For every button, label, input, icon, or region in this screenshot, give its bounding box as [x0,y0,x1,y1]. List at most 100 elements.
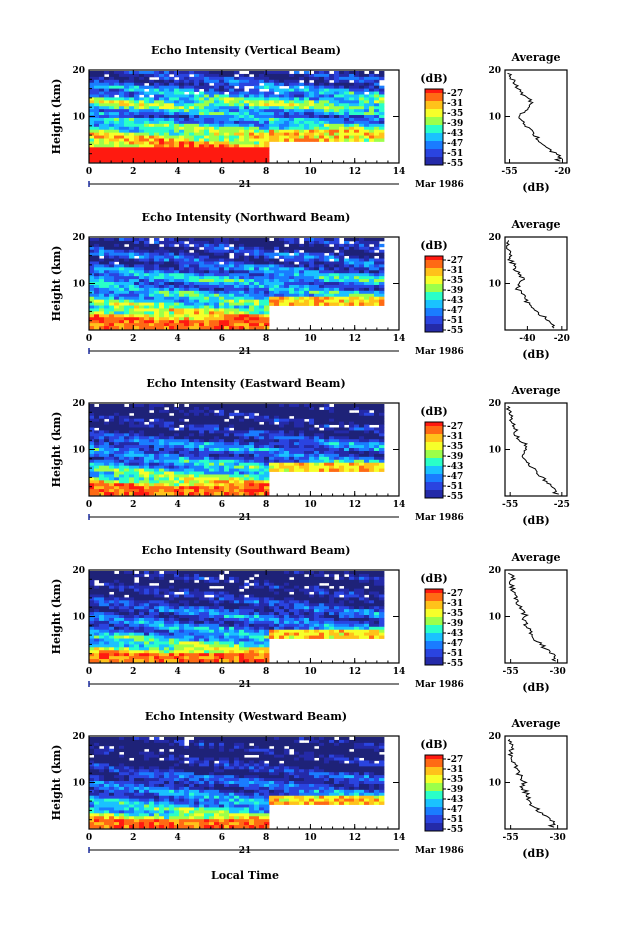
heatmap-cell [359,126,365,131]
heatmap-cell [324,129,330,134]
heatmap-cell [239,305,245,309]
heatmap-cell [219,273,225,277]
heatmap-cell [224,279,230,283]
heatmap-cell [294,243,300,248]
heatmap-cell [249,150,255,154]
heatmap-cell [199,311,205,315]
heatmap-cell [189,462,195,467]
heatmap-cell [359,261,365,265]
heatmap-cell [209,144,215,148]
heatmap-cell [239,421,245,425]
heatmap-cell [119,433,125,437]
heatmap-cell [154,404,160,408]
heatmap-cell [129,246,135,251]
heatmap-cell [209,305,215,309]
heatmap-cell [304,126,310,131]
heatmap-cell [304,252,310,257]
heatmap-cell [139,287,145,292]
heatmap-cell [359,282,365,286]
heatmap-cell [244,489,250,493]
heatmap-cell [239,255,245,259]
heatmap-cell [189,326,195,330]
heatmap-cell [174,144,180,148]
heatmap-cell [244,462,250,467]
heatmap-cell [289,462,295,467]
heatmap-cell [114,246,120,251]
x-tick-label: 8 [263,334,269,344]
heatmap-cell [259,296,265,301]
heatmap-cell [304,276,310,280]
heatmap-cell [339,255,345,259]
heatmap-cell [184,421,190,425]
heatmap-cell [244,100,250,104]
heatmap-cell [104,135,110,139]
heatmap-cell [374,243,380,248]
heatmap-cell [149,264,155,268]
heatmap-cell [139,317,145,321]
heatmap-cell [184,442,190,446]
heatmap-cell [94,112,100,116]
heatmap-cell [294,240,300,245]
heatmap-cell [249,448,255,452]
heatmap-cell [164,311,170,315]
heatmap-cell [239,474,245,478]
heatmap-cell [294,290,300,295]
heatmap-cell [334,243,340,248]
heatmap-cell [89,404,95,408]
heatmap-cell [219,287,225,292]
heatmap-cell [259,129,265,134]
heatmap-cell [299,299,305,303]
heatmap-cell [284,79,290,84]
heatmap-cell [199,264,205,268]
heatmap-cell [244,264,250,268]
heatmap-cell [224,282,230,286]
heatmap-cell [339,100,345,104]
heatmap-cell [229,270,235,274]
heatmap-cell [249,264,255,268]
heatmap-cell [104,412,110,417]
heatmap-cell [259,159,265,163]
heatmap-cell [94,442,100,446]
heatmap-cell [189,85,195,90]
heatmap-cell [229,448,235,452]
heatmap-cell [129,418,135,423]
heatmap-cell [169,448,175,452]
heatmap-cell [184,97,190,101]
heatmap-cell [129,112,135,116]
heatmap-cell [239,141,245,145]
heatmap-cell [174,276,180,280]
heatmap-cell [174,305,180,309]
heatmap-cell [199,406,205,411]
heatmap-cell [124,100,130,104]
heatmap-cell [129,462,135,467]
heatmap-cell [334,91,340,95]
heatmap-cell [94,311,100,315]
heatmap-cell [344,270,350,274]
heatmap-cell [209,404,215,408]
heatmap-cell [344,240,350,245]
heatmap-cell [164,276,170,280]
heatmap-cell [319,436,325,440]
heatmap-cell [154,290,160,295]
heatmap-cell [174,132,180,136]
heatmap-cell [219,147,225,151]
profile-frame [504,236,568,331]
heatmap-cell [319,270,325,274]
heatmap-cell [199,106,205,110]
heatmap-cell [229,279,235,283]
heatmap-cell [379,261,385,265]
heatmap-cell [249,144,255,148]
heatmap-cell [289,450,295,455]
heatmap-cell [169,273,175,277]
heatmap-cell [264,311,270,315]
heatmap-cell [289,424,295,428]
heatmap-cell [274,103,280,107]
heatmap-cell [134,243,140,248]
heatmap-cell [119,477,125,481]
heatmap-cell [94,415,100,420]
heatmap-cell [329,439,335,443]
heatmap-cell [134,480,140,484]
heatmap-cell [99,138,105,142]
heatmap-cell [164,150,170,154]
heatmap-cell [249,442,255,446]
